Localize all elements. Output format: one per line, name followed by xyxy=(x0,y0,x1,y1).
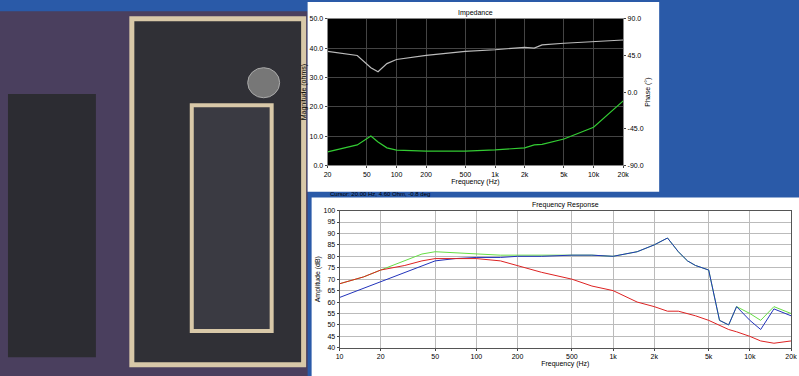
svg-text:Cursor: 20.00 Hz, 4.60 Ohm, -0: Cursor: 20.00 Hz, 4.60 Ohm, -0.8 deg xyxy=(330,191,430,197)
svg-text:5k: 5k xyxy=(705,353,713,360)
svg-text:-45.0: -45.0 xyxy=(628,125,644,132)
svg-text:5k: 5k xyxy=(560,171,568,178)
svg-text:40: 40 xyxy=(327,344,335,351)
svg-text:500: 500 xyxy=(460,171,472,178)
svg-text:10k: 10k xyxy=(588,171,600,178)
svg-text:2k: 2k xyxy=(521,171,529,178)
svg-text:10k: 10k xyxy=(744,353,756,360)
svg-text:20: 20 xyxy=(324,171,332,178)
svg-text:95: 95 xyxy=(327,218,335,225)
svg-text:90: 90 xyxy=(327,230,335,237)
svg-text:100: 100 xyxy=(391,171,403,178)
svg-text:Magnitude (ohms): Magnitude (ohms) xyxy=(300,64,308,120)
svg-text:45: 45 xyxy=(327,333,335,340)
svg-text:65: 65 xyxy=(327,287,335,294)
svg-text:500: 500 xyxy=(566,353,578,360)
svg-text:Frequency Response: Frequency Response xyxy=(532,201,599,209)
svg-text:20.0: 20.0 xyxy=(310,103,324,110)
svg-text:100: 100 xyxy=(323,207,335,214)
svg-text:Amplitude (dB): Amplitude (dB) xyxy=(314,256,322,302)
svg-text:85: 85 xyxy=(327,241,335,248)
svg-text:80: 80 xyxy=(327,253,335,260)
svg-text:Impedance: Impedance xyxy=(458,9,493,17)
svg-text:75: 75 xyxy=(327,264,335,271)
svg-text:50: 50 xyxy=(327,321,335,328)
svg-text:40.0: 40.0 xyxy=(310,45,324,52)
svg-text:Frequency (Hz): Frequency (Hz) xyxy=(541,360,589,368)
svg-text:10.0: 10.0 xyxy=(310,133,324,140)
svg-text:Phase (°): Phase (°) xyxy=(644,77,652,106)
svg-text:90.0: 90.0 xyxy=(628,15,642,22)
svg-text:20k: 20k xyxy=(785,353,797,360)
svg-text:1k: 1k xyxy=(609,353,617,360)
svg-text:0.0: 0.0 xyxy=(628,89,638,96)
svg-text:200: 200 xyxy=(512,353,524,360)
svg-text:45.0: 45.0 xyxy=(628,52,642,59)
svg-text:200: 200 xyxy=(420,171,432,178)
svg-text:1k: 1k xyxy=(491,171,499,178)
svg-text:-90.0: -90.0 xyxy=(628,162,644,169)
svg-text:60: 60 xyxy=(327,299,335,306)
svg-text:20: 20 xyxy=(377,353,385,360)
svg-text:2k: 2k xyxy=(651,353,659,360)
svg-text:Frequency (Hz): Frequency (Hz) xyxy=(451,178,499,186)
svg-text:10: 10 xyxy=(336,353,344,360)
svg-text:0.0: 0.0 xyxy=(313,162,323,169)
svg-text:50.0: 50.0 xyxy=(310,15,324,22)
svg-text:100: 100 xyxy=(470,353,482,360)
svg-text:70: 70 xyxy=(327,276,335,283)
svg-text:30.0: 30.0 xyxy=(310,74,324,81)
svg-text:50: 50 xyxy=(363,171,371,178)
svg-text:50: 50 xyxy=(431,353,439,360)
svg-text:20k: 20k xyxy=(618,171,630,178)
svg-text:55: 55 xyxy=(327,310,335,317)
